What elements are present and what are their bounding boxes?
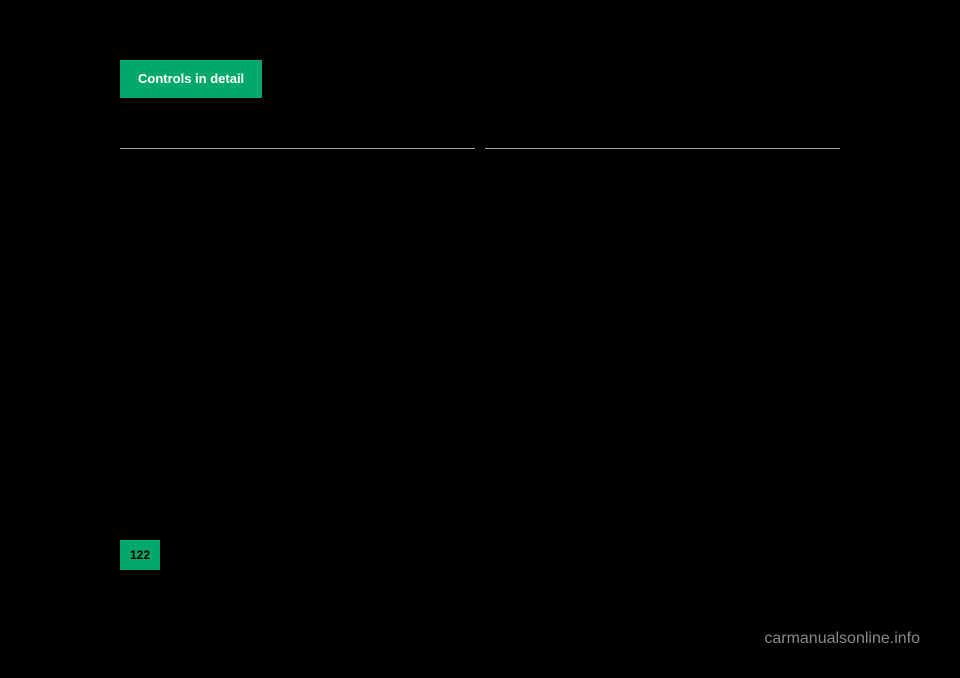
content-area (120, 148, 840, 157)
page-number: 122 (130, 548, 150, 562)
header-tab-label: Controls in detail (138, 71, 244, 86)
header-tab: Controls in detail (120, 60, 262, 98)
divider-line-right (485, 148, 840, 149)
page-number-badge: 122 (120, 540, 160, 570)
watermark: carmanualsonline.info (764, 630, 920, 648)
page-container: Controls in detail 122 (120, 60, 840, 590)
column-right (485, 148, 840, 157)
column-left (120, 148, 475, 157)
divider-line-left (120, 148, 475, 149)
